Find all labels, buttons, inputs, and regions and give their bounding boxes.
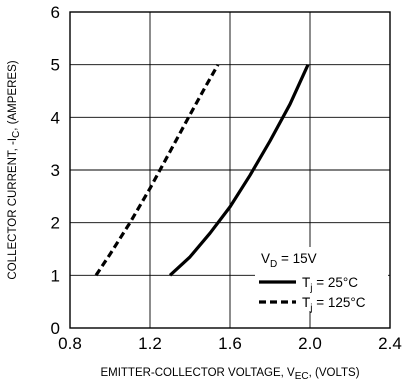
y-axis-label-main: COLLECTOR CURRENT, -I [7,138,19,280]
y-tick-label-1: 1 [51,266,60,285]
legend-125c-sub: j [309,303,312,314]
legend-condition-tail: = 15V [277,251,316,266]
x-axis-label-sub: EC [295,371,309,382]
legend: VD = 15V Tj = 25°C Tj = 125°C [255,247,388,314]
y-axis-label: COLLECTOR CURRENT, -IC, (AMPERES) [7,60,22,279]
x-axis-label-main: EMITTER-COLLECTOR VOLTAGE, V [100,367,295,379]
legend-125c-main: T [302,295,310,310]
legend-condition-main: V [261,251,270,266]
x-tick-label-3: 2.0 [298,334,322,353]
legend-entry-125c: Tj = 125°C [302,295,366,314]
series-25c-curve [168,64,310,277]
x-axis-label: EMITTER-COLLECTOR VOLTAGE, VEC, (VOLTS) [100,367,359,382]
legend-25c-sub: j [309,283,312,294]
legend-background [255,247,388,311]
y-axis-label-sub: C [11,131,22,138]
y-tick-label-5: 5 [51,56,60,75]
y-axis-label-tail: , (AMPERES) [7,60,19,130]
x-tick-label-4: 2.4 [378,334,402,353]
series-layer [94,63,310,277]
y-tick-label-6: 6 [51,3,60,22]
legend-condition-sub: D [270,259,277,270]
y-tick-labels: 0 1 2 3 4 5 6 [51,3,60,338]
x-tick-labels: 0.8 1.2 1.6 2.0 2.4 [58,334,402,353]
legend-125c-tail: = 125°C [312,295,365,310]
x-tick-label-2: 1.6 [218,334,242,353]
y-tick-label-0: 0 [51,319,60,338]
legend-entry-25c: Tj = 25°C [302,275,358,294]
plot-frame [69,11,391,329]
legend-25c-main: T [302,275,310,290]
series-125c-curve [94,63,220,277]
x-tick-label-1: 1.2 [138,334,162,353]
y-tick-label-4: 4 [51,108,60,127]
y-tick-label-3: 3 [51,161,60,180]
legend-condition: VD = 15V [261,251,317,270]
x-tick-label-0: 0.8 [58,334,82,353]
legend-25c-tail: = 25°C [312,275,358,290]
x-axis-label-tail: , (VOLTS) [309,367,360,379]
y-tick-label-2: 2 [51,214,60,233]
